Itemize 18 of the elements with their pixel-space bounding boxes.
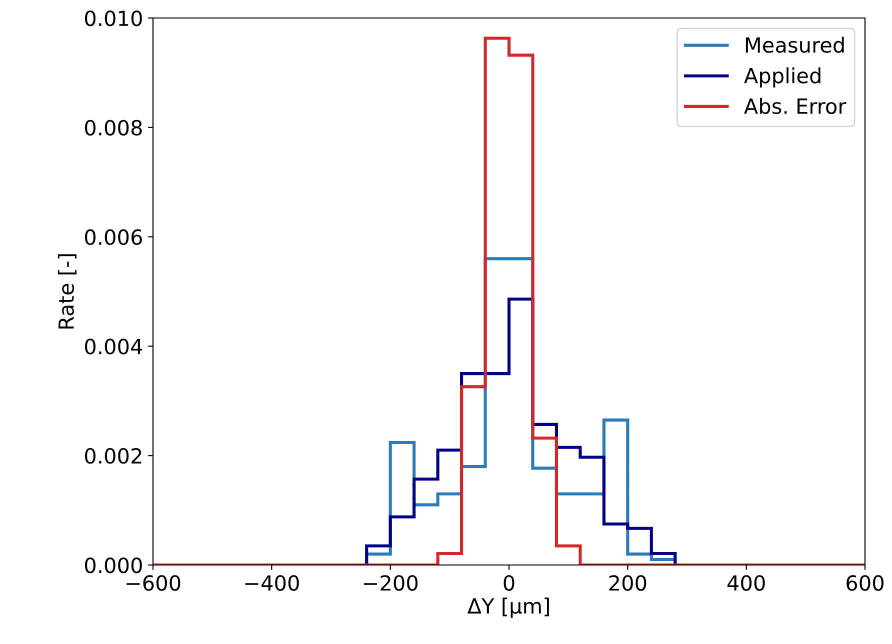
y-tick-label: 0.006 <box>85 229 142 246</box>
legend-label: Applied <box>744 67 820 88</box>
legend-label: Measured <box>746 36 844 53</box>
x-tick-label: 400 <box>727 575 765 591</box>
x-tick-label: −600 <box>126 575 180 591</box>
x-tick-label: 0 <box>504 575 514 591</box>
x-tick-label: −200 <box>364 575 418 591</box>
y-axis-title: Rate [-] <box>58 254 76 329</box>
y-tick-label: 0.008 <box>85 120 142 136</box>
legend-label: Abs. Error <box>744 98 846 114</box>
y-tick-label: 0.010 <box>85 10 142 26</box>
x-tick-label: −400 <box>245 575 299 591</box>
x-tick-label: 600 <box>846 575 884 591</box>
y-tick-label: 0.000 <box>85 557 142 574</box>
x-tick-label: 200 <box>609 575 646 591</box>
y-tick-label: 0.004 <box>85 338 142 354</box>
y-tick-label: 0.002 <box>85 448 142 464</box>
x-axis-title: ΔY [µm] <box>467 598 549 618</box>
